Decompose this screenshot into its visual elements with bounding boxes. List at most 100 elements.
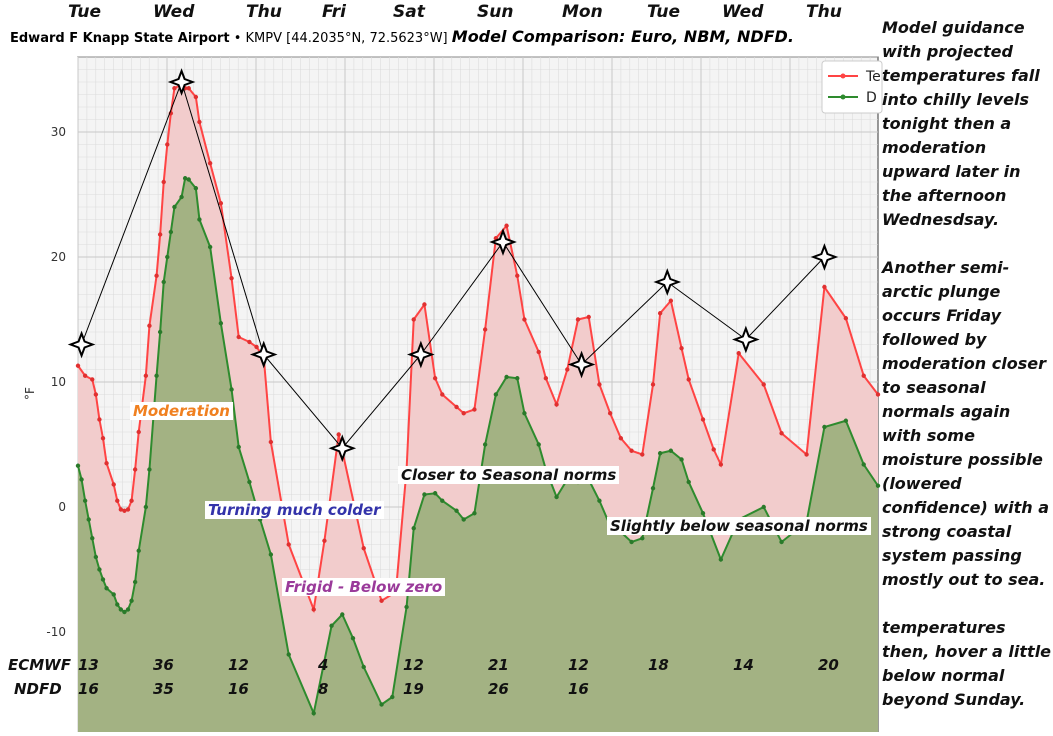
temperature-point: [461, 411, 466, 416]
day-label: Tue: [647, 2, 681, 22]
ecmwf-value: 12: [228, 656, 249, 674]
temperature-point: [543, 376, 549, 381]
day-label: Wed: [153, 2, 195, 22]
dewpoint-point: [147, 467, 152, 472]
temperature-point: [586, 314, 591, 320]
legend-marker: [840, 94, 846, 100]
ecmwf-star-marker: [810, 243, 839, 271]
dewpoint-point: [286, 652, 291, 657]
temperature-point: [379, 598, 384, 603]
temperature-point: [100, 436, 106, 441]
ecmwf-value: 13: [78, 656, 99, 674]
dewpoint-point: [86, 517, 91, 522]
dewpoint-point: [104, 586, 109, 591]
dewpoint-point: [779, 539, 784, 545]
day-label: Sun: [477, 2, 514, 22]
temperature-point: [136, 429, 141, 435]
dewpoint-point: [422, 492, 427, 497]
dewpoint-point: [640, 536, 645, 541]
day-label: Fri: [322, 2, 346, 22]
temperature-point: [197, 119, 202, 125]
dewpoint-point: [657, 451, 663, 456]
temperature-point: [597, 382, 602, 387]
dewpoint-point: [515, 376, 520, 381]
dewpoint-point: [236, 444, 241, 450]
temperature-point: [761, 382, 766, 387]
dewpoint-point: [247, 479, 252, 485]
temperature-point: [122, 508, 127, 513]
temperature-point: [147, 323, 152, 328]
dewpoint-point: [340, 612, 345, 617]
ecmwf-star-marker: [67, 330, 96, 359]
dewpoint-point: [129, 598, 134, 603]
legend-marker: [840, 73, 846, 79]
temperature-point: [118, 507, 124, 512]
dewpoint-point: [361, 664, 366, 670]
temperature-point: [432, 376, 438, 381]
temperature-point: [311, 607, 316, 612]
temperature-point: [129, 498, 134, 503]
temperature-point: [111, 482, 116, 487]
legend-box: [821, 60, 883, 114]
y-tick-label: -10: [46, 625, 66, 639]
ecmwf-star-marker: [167, 68, 196, 96]
dewpoint-point: [100, 577, 106, 582]
dewpoint-point: [822, 424, 827, 430]
ndfd-value: 8: [318, 680, 329, 698]
temperature-point: [193, 94, 199, 100]
day-label: Thu: [246, 2, 282, 22]
temperature-point: [172, 86, 177, 91]
discussion-paragraph: temperatures then, hover a little below …: [882, 618, 1052, 709]
ecmwf-star-marker: [407, 340, 435, 369]
temperature-point: [411, 317, 416, 322]
chart-header: Edward F Knapp State Airport • KMPV [44.…: [10, 27, 794, 46]
temperature-point: [361, 546, 366, 551]
temperature-point: [322, 538, 327, 543]
dewpoint-point: [843, 418, 849, 423]
y-tick-label: 20: [51, 250, 66, 264]
temperature-point: [286, 542, 291, 547]
temperature-point: [861, 373, 866, 378]
temperature-point: [618, 436, 624, 441]
temperature-point: [554, 402, 559, 407]
temperature-point: [268, 439, 274, 445]
discussion-text: Model guidance with projected temperatur…: [882, 16, 1052, 736]
dewpoint-point: [165, 254, 170, 260]
temperature-point: [718, 462, 724, 467]
ecmwf-star-marker: [328, 434, 357, 463]
annotation-closer: Closer to Seasonal norms: [398, 466, 620, 484]
dewpoint-point: [504, 374, 509, 380]
dewpoint-point: [668, 448, 674, 453]
discussion-paragraph: Model guidance with projected temperatur…: [882, 18, 1040, 229]
dewpoint-point: [168, 229, 174, 235]
day-label: Thu: [806, 2, 842, 22]
temperature-point: [132, 467, 138, 472]
temperature-point: [650, 382, 656, 387]
temperature-point: [565, 367, 570, 372]
ecmwf-value: 4: [318, 656, 329, 674]
temperature-point: [657, 311, 663, 316]
dewpoint-point: [157, 329, 163, 335]
bullet: •: [233, 31, 242, 46]
ndfd-value: 16: [78, 680, 99, 698]
dewpoint-point: [536, 442, 541, 447]
dewpoint-point: [761, 504, 766, 510]
temperature-point: [822, 284, 827, 290]
dewpoint-point: [207, 244, 213, 250]
temperature-point: [186, 86, 191, 91]
dewpoint-point: [679, 457, 684, 462]
y-tick-label: 30: [51, 125, 66, 139]
dewpoint-point: [629, 539, 634, 545]
temperature-point: [157, 232, 163, 237]
ecmwf-value: 36: [153, 656, 174, 674]
temperature-point: [104, 461, 109, 466]
dewpoint-point: [182, 176, 188, 181]
dewpoint-point: [229, 387, 234, 392]
day-label: Mon: [562, 2, 603, 22]
station-name: Edward F Knapp State Airport: [10, 31, 230, 46]
dewpoint-point: [75, 463, 81, 468]
ecmwf-star-marker: [567, 350, 596, 379]
dewpoint-point: [115, 602, 120, 607]
dewpoint-point: [136, 548, 141, 553]
